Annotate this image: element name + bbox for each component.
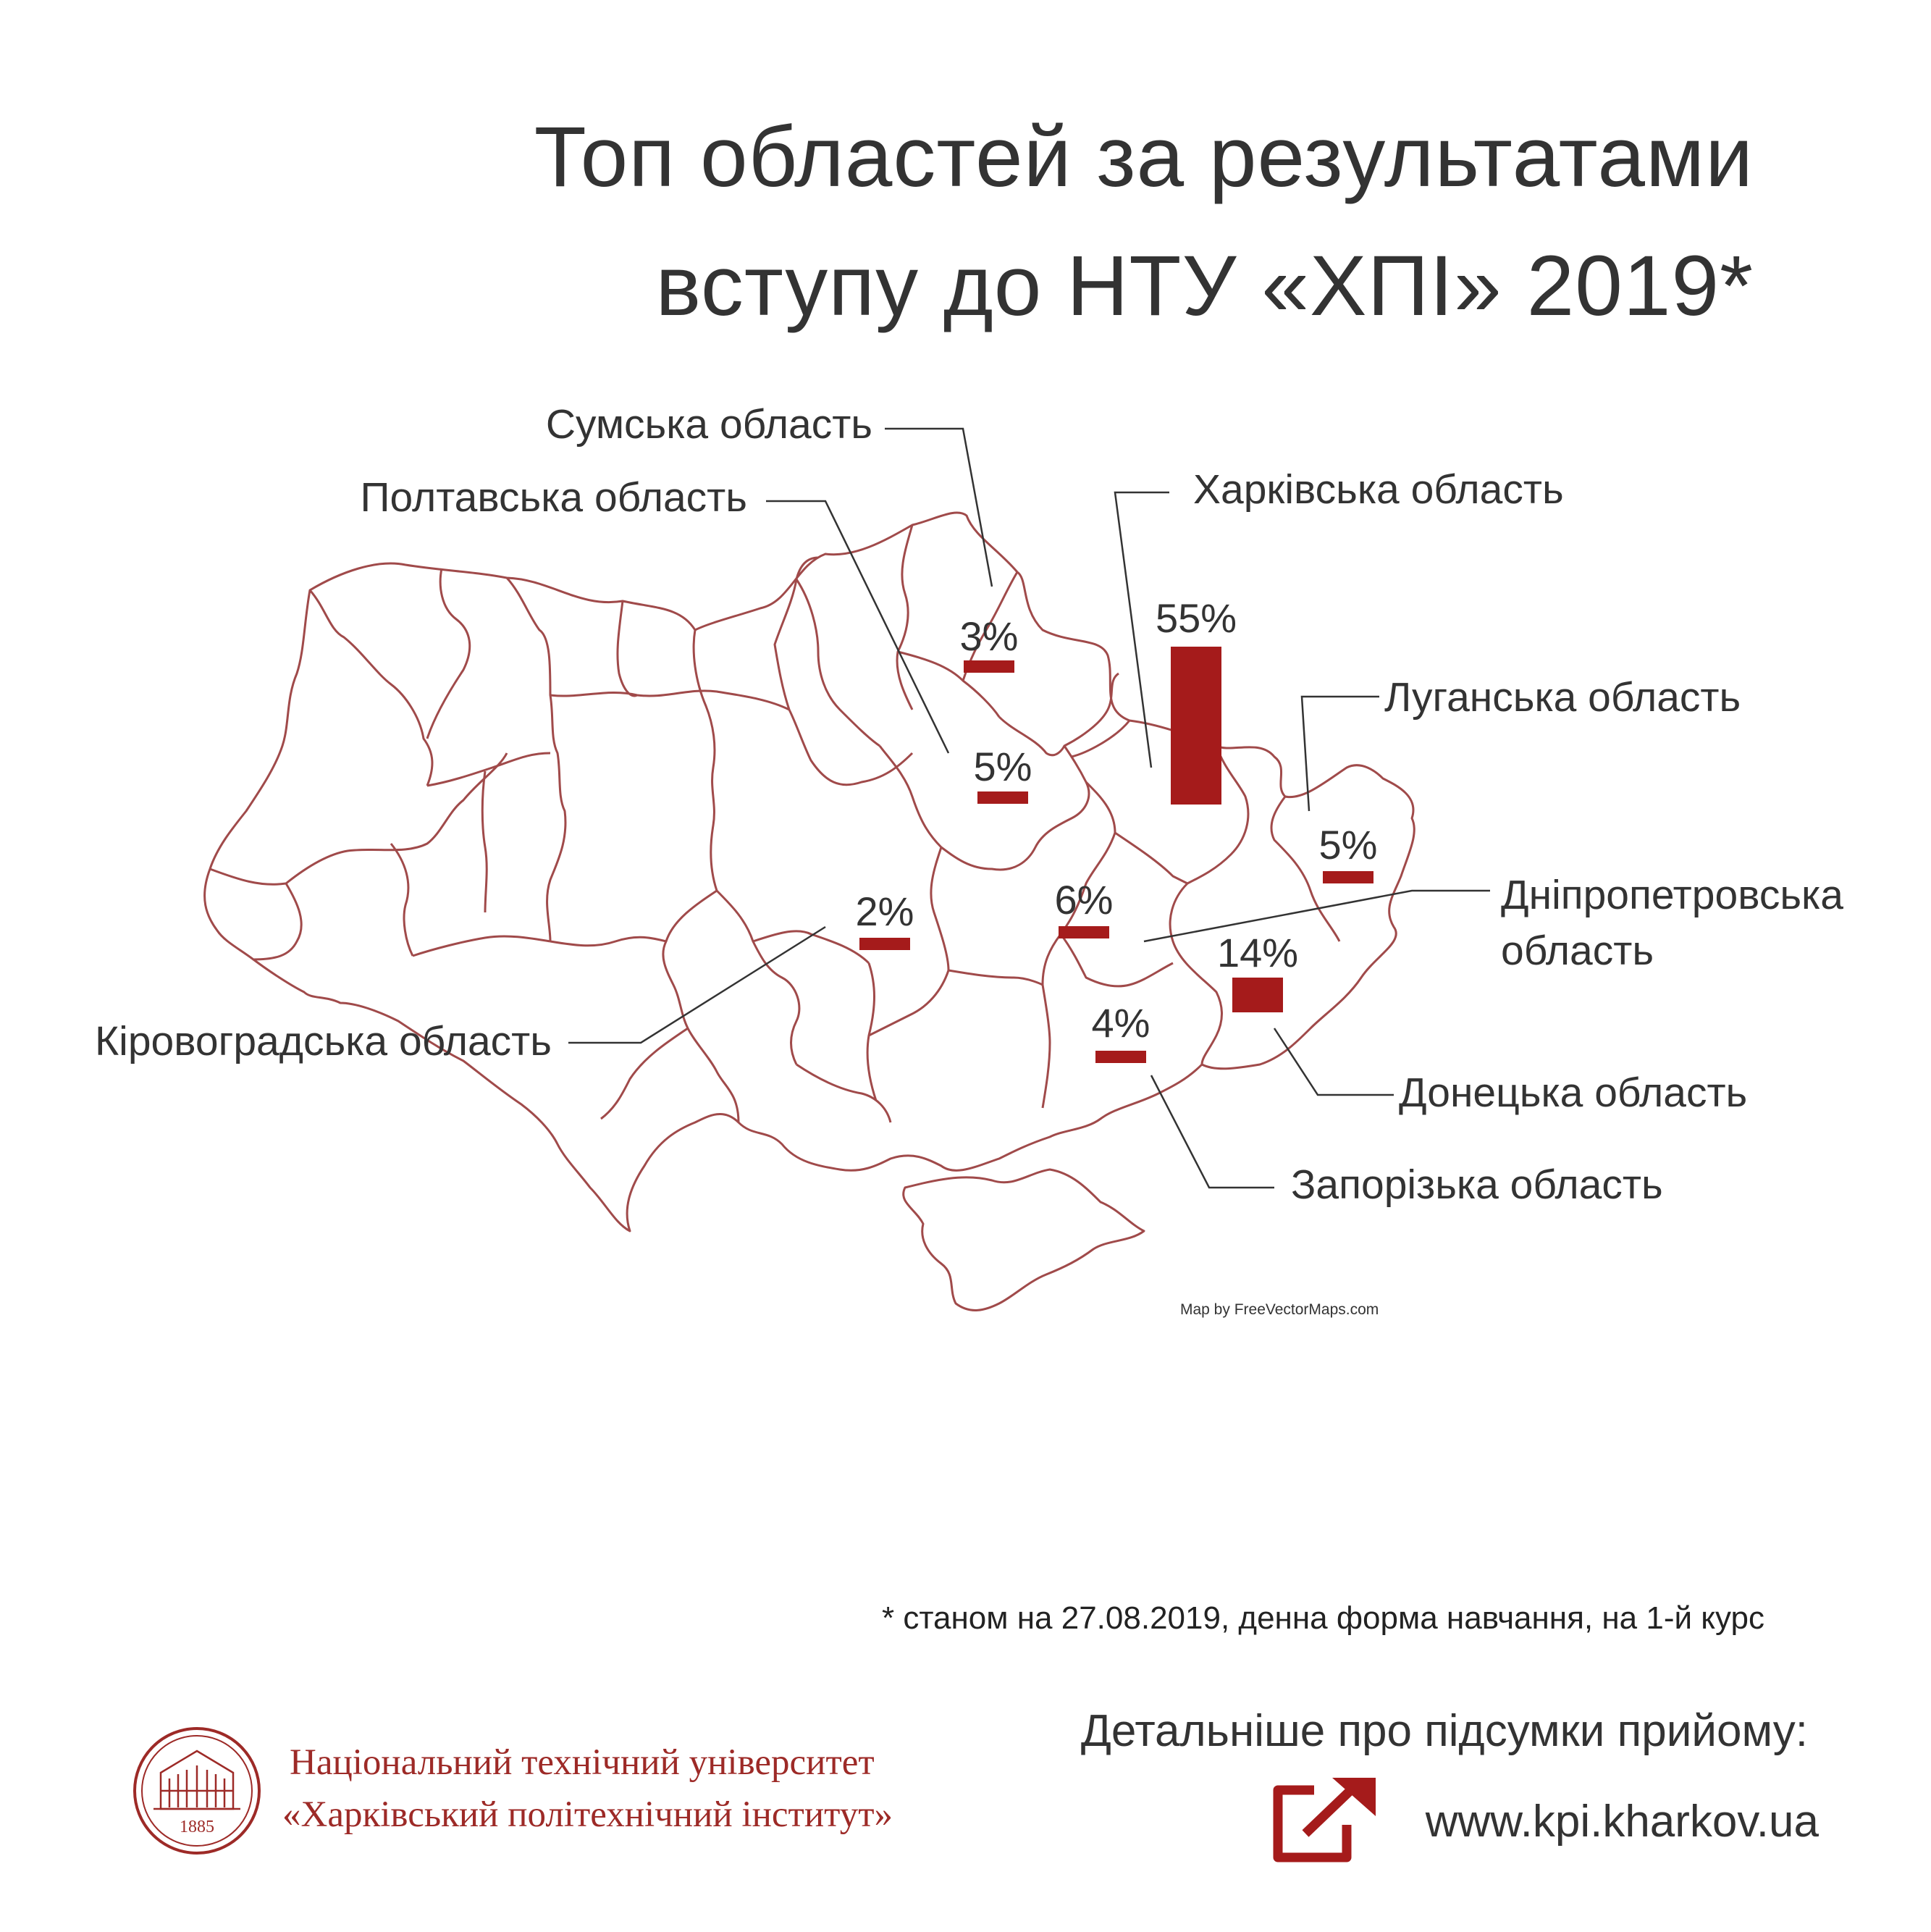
bar-dnipro xyxy=(1059,926,1109,938)
region-border xyxy=(998,672,1119,757)
region-border xyxy=(773,556,819,710)
leader-kharkiv xyxy=(1114,491,1169,768)
region-border xyxy=(866,962,878,1101)
region-border xyxy=(796,1063,892,1123)
bar-kirovohrad xyxy=(859,938,910,950)
label-kharkiv: Харківська область xyxy=(1193,466,1564,513)
region-border xyxy=(550,689,790,711)
value-kirovohrad: 2% xyxy=(856,889,914,934)
crimea-outline xyxy=(902,1168,1145,1311)
external-link-icon[interactable] xyxy=(1271,1774,1379,1865)
page-title: Топ областей за результатами вступу до Н… xyxy=(378,93,1754,350)
region-border xyxy=(550,936,667,947)
region-border xyxy=(1041,933,1062,1109)
leader-dnipro xyxy=(1143,889,1490,943)
region-border xyxy=(878,745,1090,871)
region-border xyxy=(948,969,1043,986)
region-border xyxy=(715,889,801,1065)
bar-zaporizhzhia xyxy=(1095,1051,1146,1063)
title-line-1: Топ областей за результатами xyxy=(534,109,1754,205)
region-border xyxy=(896,524,914,710)
university-name-line-2: «Харківський політехнічний інститут» xyxy=(282,1794,893,1835)
bar-sumy xyxy=(964,660,1014,673)
region-border xyxy=(692,629,718,891)
value-poltava: 5% xyxy=(974,744,1032,789)
value-bars xyxy=(859,647,1373,1063)
bar-poltava xyxy=(977,791,1028,804)
map-borders xyxy=(203,511,1415,1311)
region-border xyxy=(1187,745,1250,885)
region-border xyxy=(1169,882,1223,1065)
title-line-2: вступу до НТУ «ХПІ» 2019* xyxy=(655,238,1754,334)
country-outline xyxy=(203,511,1415,1232)
label-zaporizhzhia: Запорізька область xyxy=(1291,1162,1663,1208)
region-border xyxy=(662,889,740,1123)
region-border xyxy=(600,1027,689,1120)
region-border xyxy=(1114,831,1188,885)
label-sumy: Сумська область xyxy=(546,401,872,448)
region-border xyxy=(795,579,880,747)
region-border xyxy=(308,589,434,786)
leader-zaporizhzhia xyxy=(1150,1075,1274,1189)
footnote: * станом на 27.08.2019, денна форма навч… xyxy=(882,1600,1764,1636)
label-dnipro-1: Дніпропетровська xyxy=(1501,872,1843,918)
region-border xyxy=(752,930,870,965)
region-border xyxy=(412,935,551,957)
region-border xyxy=(426,568,471,739)
region-border xyxy=(1059,933,1174,988)
university-name-line-1: Національний технічний університет xyxy=(290,1742,875,1783)
leader-donetsk xyxy=(1273,1028,1394,1096)
region-border xyxy=(1270,796,1341,942)
bar-luhansk xyxy=(1323,871,1373,883)
bar-kharkiv xyxy=(1171,647,1221,805)
region-border xyxy=(868,847,950,1037)
logo-year: 1885 xyxy=(180,1818,214,1836)
region-border xyxy=(505,576,567,942)
value-sumy: 3% xyxy=(960,613,1019,659)
website-link[interactable]: www.kpi.kharkov.ua xyxy=(1425,1797,1819,1847)
leader-sumy xyxy=(885,427,993,587)
map-credit: Map by FreeVectorMaps.com xyxy=(1180,1301,1379,1318)
label-dnipro-2: область xyxy=(1501,928,1654,974)
leader-poltava xyxy=(766,500,950,754)
label-luhansk: Луганська область xyxy=(1384,674,1741,721)
label-poltava: Полтавська область xyxy=(361,474,747,521)
region-border xyxy=(616,600,638,697)
value-donetsk: 14% xyxy=(1217,930,1298,975)
leader-luhansk xyxy=(1300,695,1379,812)
value-kharkiv: 55% xyxy=(1156,595,1237,641)
value-luhansk: 5% xyxy=(1319,822,1378,868)
value-dnipro: 6% xyxy=(1055,877,1114,923)
region-border xyxy=(390,843,414,957)
label-donetsk: Донецька область xyxy=(1399,1070,1747,1116)
label-kirovohrad: Кіровоградська область xyxy=(95,1018,552,1064)
university-name: Національний технічний університет «Харк… xyxy=(282,1736,893,1841)
bar-donetsk xyxy=(1232,978,1283,1012)
region-border xyxy=(285,752,508,885)
university-logo: 1885 xyxy=(133,1727,261,1855)
region-border xyxy=(426,752,551,787)
region-border xyxy=(788,709,914,786)
leader-kirovohrad xyxy=(568,925,826,1044)
more-info-label: Детальніше про підсумки прийому: xyxy=(1080,1706,1808,1756)
region-border xyxy=(1059,781,1116,935)
leader-lines xyxy=(568,427,1490,1189)
value-zaporizhzhia: 4% xyxy=(1092,1000,1150,1046)
region-border xyxy=(481,770,488,913)
region-border xyxy=(209,868,303,961)
region-border xyxy=(1071,720,1131,758)
